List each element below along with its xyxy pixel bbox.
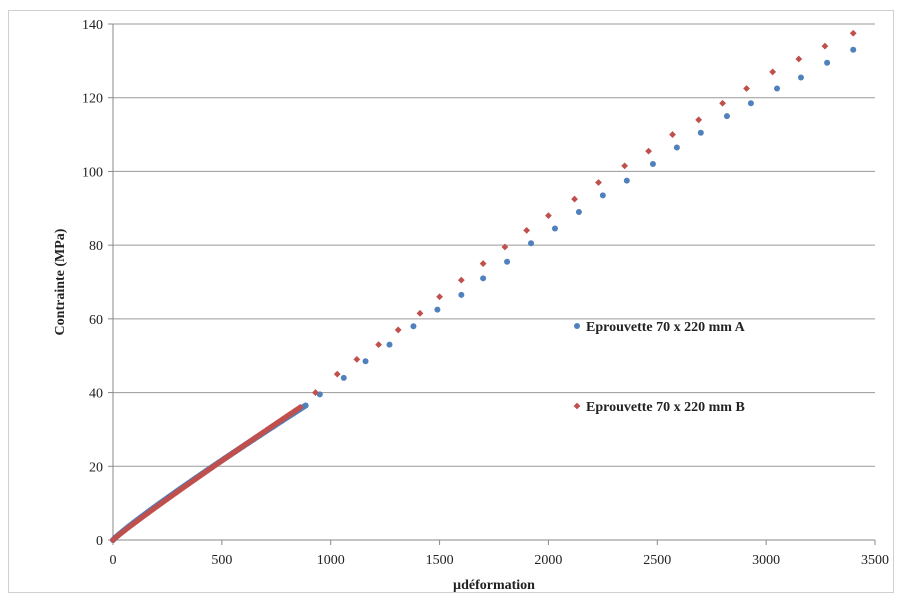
y-tick-label: 40 — [89, 387, 103, 402]
data-point-series-a — [575, 208, 582, 215]
data-point — [302, 402, 309, 409]
x-axis-title: µdéformation — [453, 578, 535, 593]
data-point-series-a — [623, 177, 630, 184]
data-point-series-a — [362, 358, 369, 365]
legend-label: Eprouvette 70 x 220 mm B — [586, 400, 745, 415]
data-point-series-b — [621, 162, 629, 170]
y-tick-label: 60 — [89, 313, 103, 328]
data-point-series-b — [743, 85, 750, 92]
data-point-series-a — [747, 100, 754, 107]
legend-item: Eprouvette 70 x 220 mm A — [574, 320, 746, 335]
data-point-series-a — [697, 129, 704, 136]
data-point-series-b — [821, 42, 829, 50]
y-tick-label: 80 — [89, 239, 103, 254]
data-point-series-b — [695, 116, 703, 124]
x-tick-label: 3500 — [861, 553, 889, 568]
data-point-series-b — [769, 68, 777, 76]
data-point-series-a — [824, 59, 831, 66]
y-axis-title: Contrainte (MPa) — [53, 228, 68, 335]
legend-item: Eprouvette 70 x 220 mm B — [573, 400, 745, 415]
chart-frame — [8, 10, 894, 593]
data-point-series-a — [480, 275, 487, 282]
axes — [112, 24, 875, 541]
data-point-series-a — [434, 306, 441, 313]
data-point-series-b — [436, 293, 443, 301]
data-point-series-a — [649, 161, 656, 168]
data-point-series-a — [850, 46, 857, 53]
data-point-series-b — [571, 195, 578, 203]
y-tick-label: 0 — [96, 534, 103, 549]
data-point-series-a — [340, 374, 347, 381]
data-points — [109, 29, 857, 544]
y-tick-label: 20 — [89, 460, 103, 475]
legend-marker — [573, 402, 581, 410]
data-point-series-b — [394, 326, 402, 334]
y-tick-label: 140 — [82, 18, 103, 33]
x-tick-label: 3000 — [752, 553, 780, 568]
data-point-series-a — [599, 192, 606, 199]
data-point-series-a — [723, 113, 730, 120]
data-point-series-b — [669, 131, 676, 138]
data-point-series-a — [458, 291, 465, 298]
data-point-series-b — [457, 276, 465, 284]
x-tick-label: 1500 — [426, 553, 454, 568]
data-point-series-a — [410, 323, 417, 330]
legend-marker — [574, 323, 580, 329]
data-point-series-b — [375, 341, 383, 349]
x-tick-label: 2000 — [534, 553, 562, 568]
data-point-series-b — [849, 29, 857, 37]
y-tick-label: 120 — [82, 92, 103, 107]
data-point-series-b — [595, 179, 602, 186]
data-point — [296, 403, 304, 411]
data-point-series-b — [719, 99, 726, 107]
data-point-series-a — [528, 240, 535, 247]
data-point-series-a — [504, 258, 511, 265]
data-point-series-b — [501, 243, 509, 251]
data-point-series-b — [795, 55, 803, 63]
data-point-series-b — [545, 212, 552, 220]
x-tick-label: 0 — [110, 553, 117, 568]
data-point-series-b — [645, 147, 652, 155]
y-tick-labels: 0 20 40 60 80 100 120 140 — [82, 18, 113, 549]
data-point-series-b — [479, 260, 487, 267]
y-tick-label: 100 — [82, 165, 103, 180]
gridlines — [113, 23, 875, 467]
legend-label: Eprouvette 70 x 220 mm A — [586, 320, 746, 335]
data-point-series-a — [673, 144, 680, 151]
legend: Eprouvette 70 x 220 mm A Eprouvette 70 x … — [573, 320, 746, 415]
x-tick-label: 1000 — [317, 553, 345, 568]
x-tick-label: 2500 — [643, 553, 671, 568]
data-point-series-b — [312, 389, 319, 396]
data-point-series-a — [797, 74, 804, 81]
data-point-series-a — [386, 341, 393, 348]
x-tick-labels: 0 500 1000 1500 2000 2500 3000 3500 — [110, 540, 889, 568]
data-point-series-a — [551, 225, 558, 232]
data-point-series-b — [523, 227, 531, 234]
data-point-series-a — [774, 85, 781, 92]
data-point-series-b — [333, 370, 341, 378]
data-point-series-b — [353, 356, 361, 363]
x-tick-label: 500 — [211, 553, 232, 568]
dense-segment-series-b — [109, 403, 304, 544]
data-point-series-b — [416, 309, 424, 317]
